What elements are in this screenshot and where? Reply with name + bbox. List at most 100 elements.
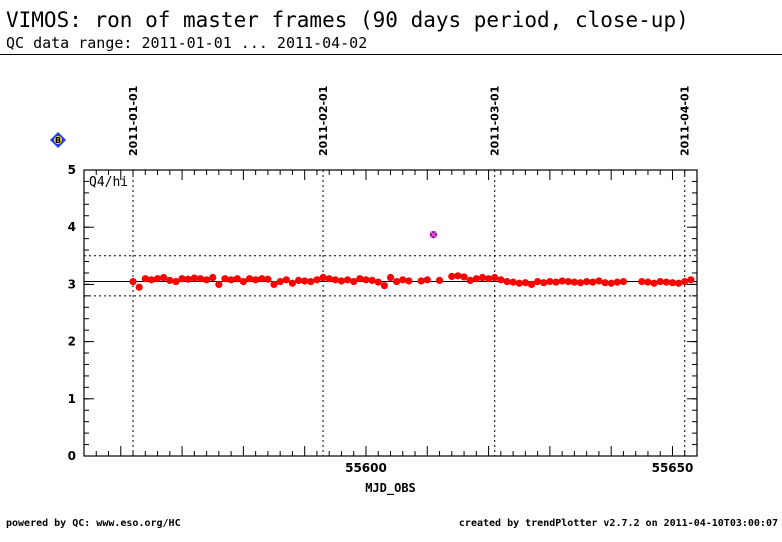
data-point	[399, 276, 407, 284]
data-point	[454, 272, 462, 280]
data-point	[448, 272, 456, 280]
data-point	[135, 283, 143, 291]
data-point	[681, 277, 689, 286]
chart-subtitle: QC data range: 2011-01-01 ... 2011-04-02	[6, 34, 368, 52]
axis-ticks	[84, 169, 698, 457]
data-point	[515, 279, 523, 287]
data-point	[576, 279, 585, 287]
data-point	[509, 278, 517, 286]
x-axis-title: MJD_OBS	[365, 481, 416, 496]
data-point	[331, 276, 339, 284]
data-point	[619, 277, 628, 286]
data-point	[534, 277, 542, 286]
data-point	[644, 278, 652, 286]
data-point	[650, 279, 658, 287]
data-point	[435, 276, 444, 284]
data-point	[362, 276, 370, 284]
outlier-mark	[430, 231, 437, 238]
data-point	[380, 281, 388, 290]
data-point	[675, 279, 683, 287]
data-point	[638, 277, 646, 286]
data-point	[245, 275, 254, 283]
data-point	[313, 276, 321, 284]
data-point	[417, 277, 425, 285]
data-point	[656, 277, 664, 286]
data-point	[172, 277, 180, 286]
date-marker-label: 2011-02-01	[317, 86, 330, 156]
x-tick-label: 55650	[652, 461, 694, 475]
data-point	[687, 276, 695, 284]
data-point	[503, 277, 511, 286]
data-point	[288, 279, 297, 287]
data-point	[601, 279, 609, 287]
data-point	[393, 277, 401, 286]
footer-created-by: created by trendPlotter v2.7.2 on 2011-0…	[458, 518, 778, 529]
data-points	[129, 231, 695, 291]
data-point	[521, 279, 529, 287]
data-point	[337, 277, 346, 285]
data-point	[466, 276, 474, 284]
data-point	[215, 280, 223, 288]
data-point	[301, 277, 309, 285]
data-point	[423, 276, 431, 284]
date-marker-label: 2011-01-01	[127, 86, 140, 156]
legend-badge: B	[50, 132, 66, 148]
data-point	[258, 275, 266, 283]
footer-powered-by: powered by QC: www.eso.org/HC	[6, 518, 181, 529]
data-point	[595, 277, 603, 285]
data-point	[209, 273, 217, 282]
badge-dot	[54, 136, 62, 144]
data-point	[491, 273, 499, 282]
data-point	[583, 277, 591, 286]
date-marker-label: 2011-03-01	[489, 86, 502, 156]
data-point	[178, 275, 186, 283]
data-point	[252, 276, 260, 284]
data-point	[607, 279, 615, 287]
title-divider	[0, 54, 782, 55]
data-point	[497, 276, 505, 284]
data-point	[472, 275, 480, 283]
data-point	[184, 275, 192, 283]
data-point	[270, 280, 278, 288]
data-point	[264, 275, 272, 283]
data-point	[129, 277, 137, 286]
data-point	[368, 276, 376, 284]
data-point	[196, 275, 205, 283]
data-point	[613, 278, 621, 286]
data-point	[570, 278, 579, 286]
y-tick-label: 0	[68, 449, 76, 463]
date-marker-label: 2011-04-01	[679, 86, 692, 156]
data-point	[374, 278, 382, 286]
data-point	[203, 276, 211, 284]
data-point	[589, 278, 597, 286]
chart-title: VIMOS: ron of master frames (90 days per…	[6, 8, 689, 32]
data-point	[668, 279, 677, 287]
data-point	[227, 276, 235, 284]
panel-label: Q4/hi	[89, 175, 128, 190]
data-point	[239, 277, 247, 286]
data-point	[558, 277, 566, 285]
data-point	[153, 275, 162, 283]
data-point	[307, 277, 315, 286]
y-tick-label: 1	[68, 392, 76, 406]
data-point	[540, 279, 548, 287]
plot-frame	[83, 169, 698, 457]
data-point	[527, 280, 536, 288]
y-tick-label: 2	[68, 335, 76, 349]
y-tick-label: 4	[68, 220, 76, 234]
data-point	[564, 277, 572, 286]
x-tick-label: 55600	[345, 461, 387, 475]
data-point	[405, 277, 413, 285]
data-point	[662, 278, 670, 286]
y-tick-label: 5	[68, 163, 76, 177]
data-point	[282, 276, 290, 284]
data-point	[546, 277, 554, 286]
y-tick-label: 3	[68, 277, 76, 291]
data-point	[386, 273, 395, 282]
data-point	[141, 275, 149, 283]
data-point	[350, 277, 358, 286]
data-point	[221, 275, 229, 283]
data-point	[460, 273, 468, 281]
data-point	[325, 275, 333, 283]
